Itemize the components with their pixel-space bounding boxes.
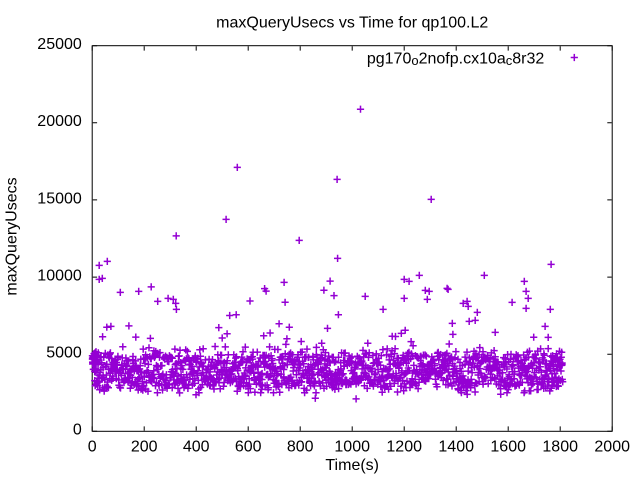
svg-text:600: 600 bbox=[235, 438, 262, 455]
svg-text:maxQueryUsecs: maxQueryUsecs bbox=[3, 177, 20, 295]
svg-text:2000: 2000 bbox=[594, 438, 630, 455]
svg-text:800: 800 bbox=[287, 438, 314, 455]
svg-text:15000: 15000 bbox=[37, 190, 82, 207]
svg-text:0: 0 bbox=[88, 438, 97, 455]
svg-text:1800: 1800 bbox=[542, 438, 578, 455]
svg-text:1200: 1200 bbox=[386, 438, 422, 455]
svg-text:200: 200 bbox=[131, 438, 158, 455]
svg-text:pg170o2nofp.cx10ac8r32: pg170o2nofp.cx10ac8r32 bbox=[367, 50, 545, 68]
svg-text:1000: 1000 bbox=[334, 438, 370, 455]
svg-text:25000: 25000 bbox=[37, 36, 82, 53]
svg-text:Time(s): Time(s) bbox=[325, 457, 379, 474]
svg-text:400: 400 bbox=[183, 438, 210, 455]
svg-text:20000: 20000 bbox=[37, 113, 82, 130]
svg-text:1400: 1400 bbox=[438, 438, 474, 455]
svg-text:0: 0 bbox=[73, 422, 82, 439]
svg-text:10000: 10000 bbox=[37, 268, 82, 285]
svg-text:5000: 5000 bbox=[46, 345, 82, 362]
svg-text:maxQueryUsecs vs Time for qp10: maxQueryUsecs vs Time for qp100.L2 bbox=[216, 15, 488, 32]
svg-text:1600: 1600 bbox=[490, 438, 526, 455]
